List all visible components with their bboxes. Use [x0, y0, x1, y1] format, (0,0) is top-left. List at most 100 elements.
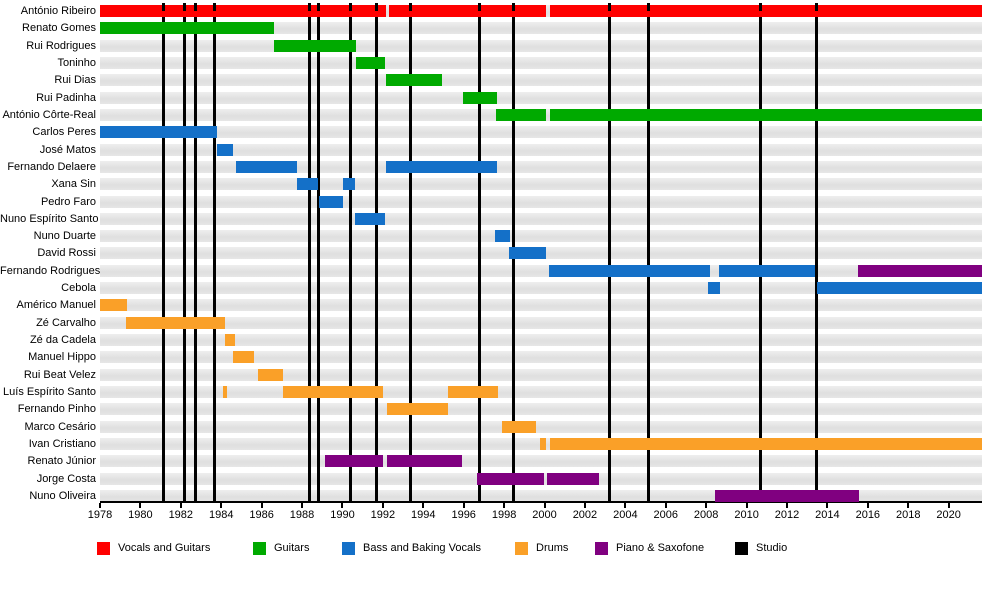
tenure-bar	[100, 299, 128, 312]
tenure-bar	[325, 455, 383, 468]
tenure-bar	[388, 5, 546, 17]
studio-album-top-tick	[183, 5, 187, 11]
studio-album-top-tick	[162, 5, 166, 11]
tenure-bar	[223, 386, 228, 399]
axis-tick	[907, 503, 910, 508]
tenure-bar	[386, 455, 462, 468]
member-label: Ivan Cristiano	[28, 438, 96, 450]
member-label: Nuno Duarte	[33, 230, 96, 243]
axis-year-label: 2016	[855, 509, 881, 521]
axis-tick	[583, 503, 586, 508]
tenure-bar	[100, 22, 274, 35]
studio-album-line	[814, 3, 818, 502]
studio-album-line	[759, 3, 763, 502]
member-label: Zé da Cadela	[29, 334, 96, 347]
axis-tick	[381, 503, 384, 508]
member-label: Luís Espírito Santo	[3, 386, 96, 399]
member-timeline-band	[100, 212, 982, 225]
tenure-bar	[343, 178, 355, 191]
legend-swatch-vocals_guitars	[97, 542, 110, 555]
member-label: Toninho	[57, 56, 96, 69]
member-label: António Ribeiro	[20, 5, 96, 17]
tenure-bar	[708, 282, 721, 295]
studio-album-line	[349, 3, 353, 502]
member-timeline-band	[100, 386, 982, 399]
axis-baseline	[100, 501, 982, 503]
legend-swatch-guitars	[253, 542, 266, 555]
tenure-bar	[354, 212, 385, 225]
member-timeline-band	[100, 39, 982, 52]
member-label: Nuno Espírito Santo	[0, 212, 99, 225]
member-timeline-band	[100, 178, 982, 191]
studio-album-line	[212, 3, 216, 502]
member-label: Renato Júnior	[27, 455, 97, 468]
studio-album-line	[375, 3, 379, 502]
axis-year-label: 1986	[249, 509, 274, 521]
axis-year-label: 2010	[734, 509, 759, 521]
tenure-bar	[549, 108, 982, 121]
axis-tick	[624, 503, 627, 508]
member-label: Jorge Costa	[36, 472, 96, 485]
axis-year-label: 1994	[411, 509, 436, 521]
axis-tick	[99, 503, 101, 508]
axis-tick	[664, 503, 667, 508]
tenure-bar	[447, 386, 499, 399]
axis-tick	[260, 503, 263, 508]
studio-album-line	[607, 3, 611, 502]
tenure-bar	[476, 472, 544, 485]
axis-year-label: 2014	[815, 509, 840, 521]
axis-tick	[220, 503, 223, 508]
axis-year-label: 2000	[532, 509, 557, 521]
member-label: Rui Beat Velez	[23, 368, 96, 381]
studio-album-top-tick	[759, 5, 763, 11]
tenure-bar	[817, 282, 982, 295]
axis-tick	[745, 503, 748, 508]
axis-tick	[947, 503, 950, 508]
member-label: Marco Cesário	[24, 420, 96, 433]
axis-tick	[826, 503, 829, 508]
studio-album-line	[307, 3, 311, 502]
tenure-bar	[496, 108, 546, 121]
legend-label: Drums	[536, 542, 569, 554]
studio-album-line	[183, 3, 187, 502]
tenure-bar	[126, 316, 226, 329]
tenure-bar	[495, 230, 511, 243]
studio-album-top-tick	[307, 5, 311, 11]
tenure-bar	[549, 5, 982, 17]
studio-album-top-tick	[607, 5, 611, 11]
axis-tick	[422, 503, 425, 508]
member-label: Fernando Delaere	[7, 160, 96, 173]
member-timeline-band	[100, 160, 982, 173]
tenure-bar	[462, 91, 498, 104]
axis-tick	[705, 503, 708, 508]
studio-album-top-tick	[408, 5, 412, 11]
member-timeline-band	[100, 74, 982, 87]
axis-tick	[786, 503, 788, 508]
member-label: Rui Padinha	[36, 91, 96, 104]
studio-album-top-tick	[511, 5, 515, 11]
member-timeline-band	[100, 351, 982, 364]
axis-year-label: 1980	[128, 509, 153, 521]
tenure-bar	[509, 247, 546, 260]
member-label: Manuel Hippo	[28, 351, 96, 364]
tenure-bar	[100, 126, 218, 139]
axis-year-label: 2008	[693, 509, 719, 521]
axis-year-label: 2002	[572, 509, 598, 521]
axis-tick	[179, 503, 182, 508]
tenure-bar	[297, 178, 319, 191]
tenure-bar	[548, 264, 711, 277]
axis-tick	[139, 503, 142, 508]
legend-swatch-drums	[515, 542, 528, 555]
legend-swatch-piano_sax	[595, 542, 608, 555]
studio-album-top-tick	[375, 5, 379, 11]
tenure-bar	[857, 264, 982, 277]
studio-album-top-tick	[814, 5, 818, 11]
member-timeline-band	[100, 403, 982, 416]
member-label: Américo Manuel	[16, 299, 96, 312]
tenure-bar	[715, 489, 859, 502]
member-timeline-band	[100, 126, 982, 139]
